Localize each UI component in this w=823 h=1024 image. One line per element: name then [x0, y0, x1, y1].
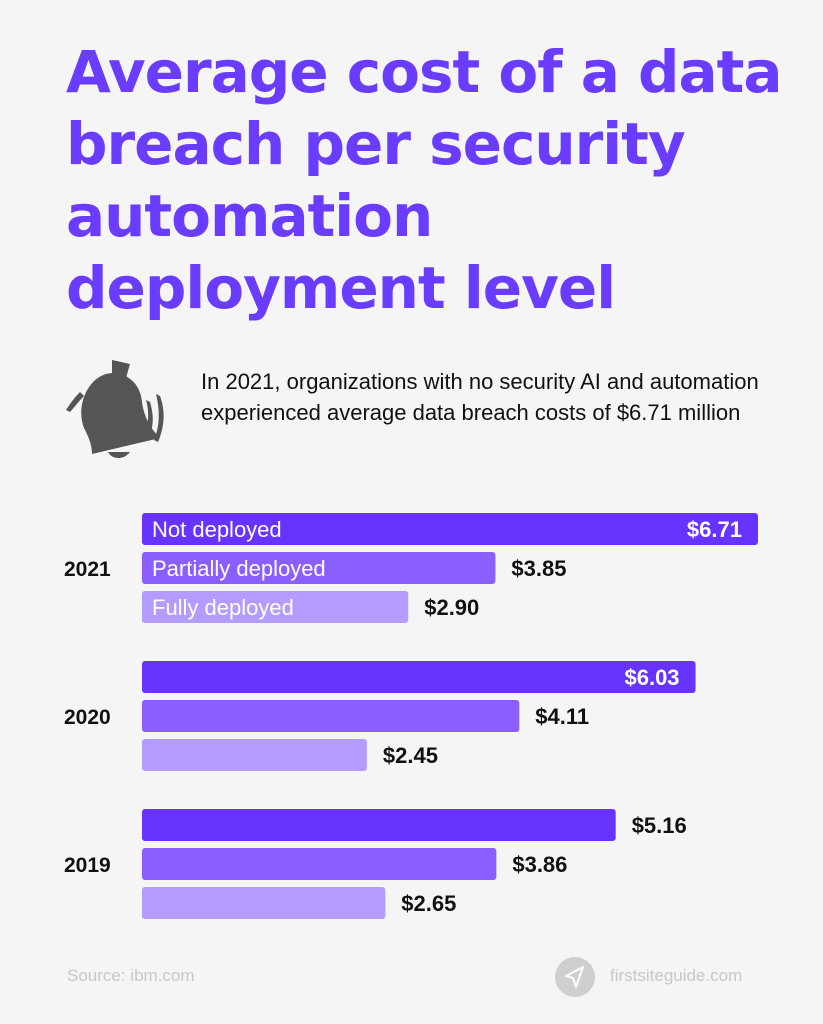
- category-label: 2021: [64, 558, 111, 581]
- data-label: $2.65: [401, 891, 456, 916]
- data-label: $3.86: [512, 852, 567, 877]
- bar: [142, 591, 409, 623]
- bar: [142, 700, 520, 732]
- data-label: $2.45: [383, 743, 438, 768]
- data-label: $2.90: [424, 595, 479, 620]
- chart-subtitle: In 2021, organizations with no security …: [201, 369, 759, 425]
- legend-label: Fully deployed: [152, 595, 294, 620]
- bar: [142, 739, 367, 771]
- bar: [142, 552, 496, 584]
- category-label: 2020: [64, 706, 111, 729]
- bar: [142, 513, 758, 545]
- bar: [142, 848, 497, 880]
- legend-label: Partially deployed: [152, 556, 326, 581]
- paper-plane-icon: [555, 957, 595, 997]
- bar: [142, 809, 616, 841]
- data-label: $6.71: [687, 517, 742, 542]
- chart-title: Average cost of a data breach per securi…: [66, 38, 783, 322]
- data-label: $6.03: [624, 665, 679, 690]
- bar: [142, 887, 386, 919]
- data-label: $4.11: [535, 704, 589, 729]
- source-label: Source: ibm.com: [67, 966, 195, 985]
- data-label: $5.16: [632, 813, 687, 838]
- bar: [142, 661, 696, 693]
- data-label: $3.85: [511, 556, 566, 581]
- brand-label: firstsiteguide.com: [610, 966, 743, 985]
- bell-icon: [66, 360, 164, 458]
- legend-label: Not deployed: [152, 517, 282, 542]
- category-label: 2019: [64, 854, 111, 877]
